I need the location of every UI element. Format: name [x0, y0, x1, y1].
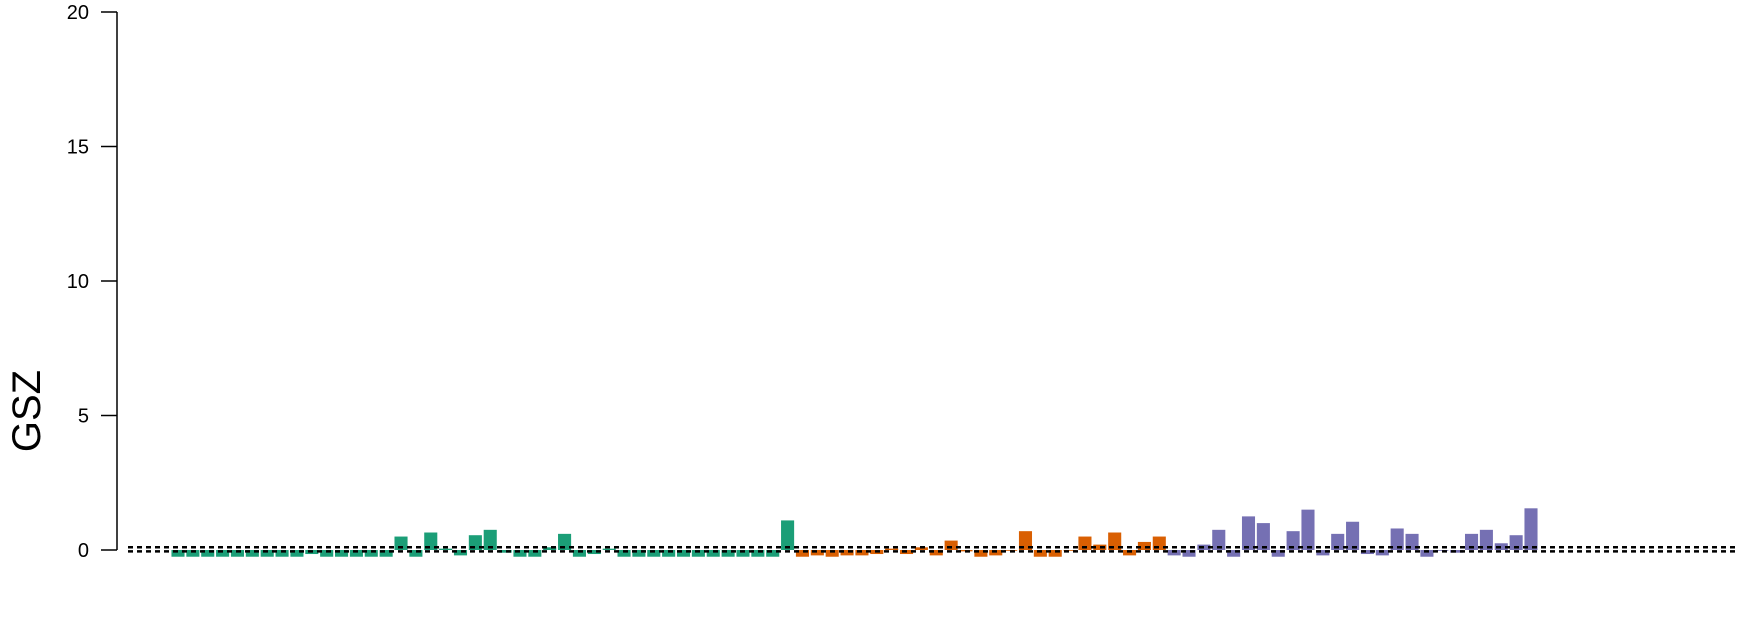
y-tick-label: 5	[78, 406, 89, 428]
bar-group3-11	[1316, 550, 1330, 556]
bar-group1-11	[320, 550, 334, 557]
bar-group3-23	[1494, 543, 1508, 550]
bar-group1-28	[572, 550, 586, 557]
bar-group3-22	[1479, 529, 1493, 550]
y-tick-label: 10	[67, 271, 89, 293]
bar-group3-5	[1227, 550, 1241, 557]
bar-group1-4	[216, 550, 230, 557]
bar-group1-41	[766, 550, 780, 557]
bar-group1-7	[260, 550, 274, 557]
bar-group1-5	[230, 550, 245, 557]
bars	[171, 508, 1538, 557]
bar-group2-17	[1033, 550, 1047, 557]
bar-group2-23	[1123, 550, 1137, 556]
bar-group1-35	[676, 550, 691, 557]
bar-group1-40	[751, 550, 765, 557]
bar-group1-30	[602, 548, 616, 550]
y-tick-label: 15	[67, 137, 89, 159]
bar-group1-20	[453, 550, 468, 556]
bar-group2-4	[840, 550, 854, 556]
bar-group3-21	[1464, 533, 1479, 550]
bar-group2-10	[929, 550, 943, 556]
bar-group2-5	[855, 550, 869, 556]
bar-group2-11	[944, 540, 958, 550]
bar-group1-33	[647, 550, 661, 557]
y-tick-label: 20	[67, 2, 89, 24]
bar-group3-4	[1212, 529, 1226, 550]
bar-group1-27	[558, 533, 572, 550]
bar-group2-19	[1063, 550, 1077, 551]
bar-group1-3	[201, 550, 215, 557]
bar-group1-25	[528, 550, 542, 557]
bar-group1-36	[691, 550, 705, 557]
bar-group1-38	[721, 550, 735, 557]
bar-group2-16	[1018, 531, 1033, 550]
bar-group1-42	[781, 520, 795, 550]
bar-group1-22	[483, 529, 497, 550]
bar-group3-2	[1182, 550, 1196, 557]
bar-group1-31	[617, 550, 631, 557]
bar-group2-21	[1093, 544, 1107, 550]
bar-group3-15	[1375, 550, 1389, 556]
bar-group1-13	[349, 550, 363, 557]
bar-group2-24	[1137, 541, 1151, 550]
bar-group1-32	[632, 550, 646, 557]
bar-group2-3	[825, 550, 839, 557]
bar-group3-1	[1167, 550, 1181, 556]
bar-group1-29	[587, 550, 601, 555]
bar-group1-26	[543, 547, 557, 550]
bar-group1-34	[662, 550, 676, 557]
bar-group1-24	[513, 550, 527, 557]
bar-group1-39	[736, 550, 750, 557]
bar-group1-12	[335, 550, 349, 557]
bar-group3-17	[1405, 533, 1419, 550]
bar-group3-25	[1524, 508, 1538, 550]
bar-group2-18	[1048, 550, 1062, 557]
reference-lines	[128, 546, 1737, 553]
bar-group2-9	[914, 547, 928, 550]
bar-group2-13	[974, 550, 988, 557]
bar-group2-1	[795, 550, 809, 557]
y-tick-label: 0	[78, 540, 89, 562]
bar-group1-6	[245, 550, 259, 557]
bar-group1-17	[409, 550, 423, 557]
bar-group2-14	[989, 550, 1003, 556]
bar-group1-23	[498, 550, 512, 553]
y-axis-title: GSZ	[5, 370, 49, 452]
bar-group3-19	[1435, 550, 1449, 551]
bar-group3-20	[1450, 550, 1464, 553]
bar-group1-37	[706, 550, 720, 557]
bar-group1-1	[171, 550, 185, 557]
bar-group2-20	[1078, 536, 1092, 550]
bar-group1-2	[186, 550, 200, 557]
bar-group3-14	[1360, 550, 1374, 555]
bar-group2-7	[885, 548, 899, 550]
bar-group1-9	[290, 550, 304, 557]
bar-group3-24	[1509, 535, 1523, 550]
bar-group1-14	[364, 550, 378, 557]
bar-group2-22	[1108, 532, 1122, 550]
bar-group3-7	[1256, 523, 1270, 550]
bar-group3-8	[1271, 550, 1285, 557]
bar-group1-15	[379, 550, 393, 557]
bar-group3-18	[1420, 550, 1434, 557]
bar-group3-10	[1301, 509, 1315, 550]
bar-group1-16	[394, 536, 408, 550]
bar-group3-13	[1346, 521, 1360, 550]
bar-group1-8	[275, 550, 289, 557]
bar-group1-18	[424, 532, 438, 550]
bar-group2-2	[810, 550, 824, 556]
bar-group3-6	[1241, 516, 1256, 551]
bar-group3-12	[1331, 533, 1345, 550]
bar-group3-9	[1286, 531, 1300, 550]
y-ticks: 0 5 10 15 20	[67, 2, 117, 562]
bar-group1-19	[439, 548, 453, 550]
bar-group3-16	[1390, 528, 1404, 550]
